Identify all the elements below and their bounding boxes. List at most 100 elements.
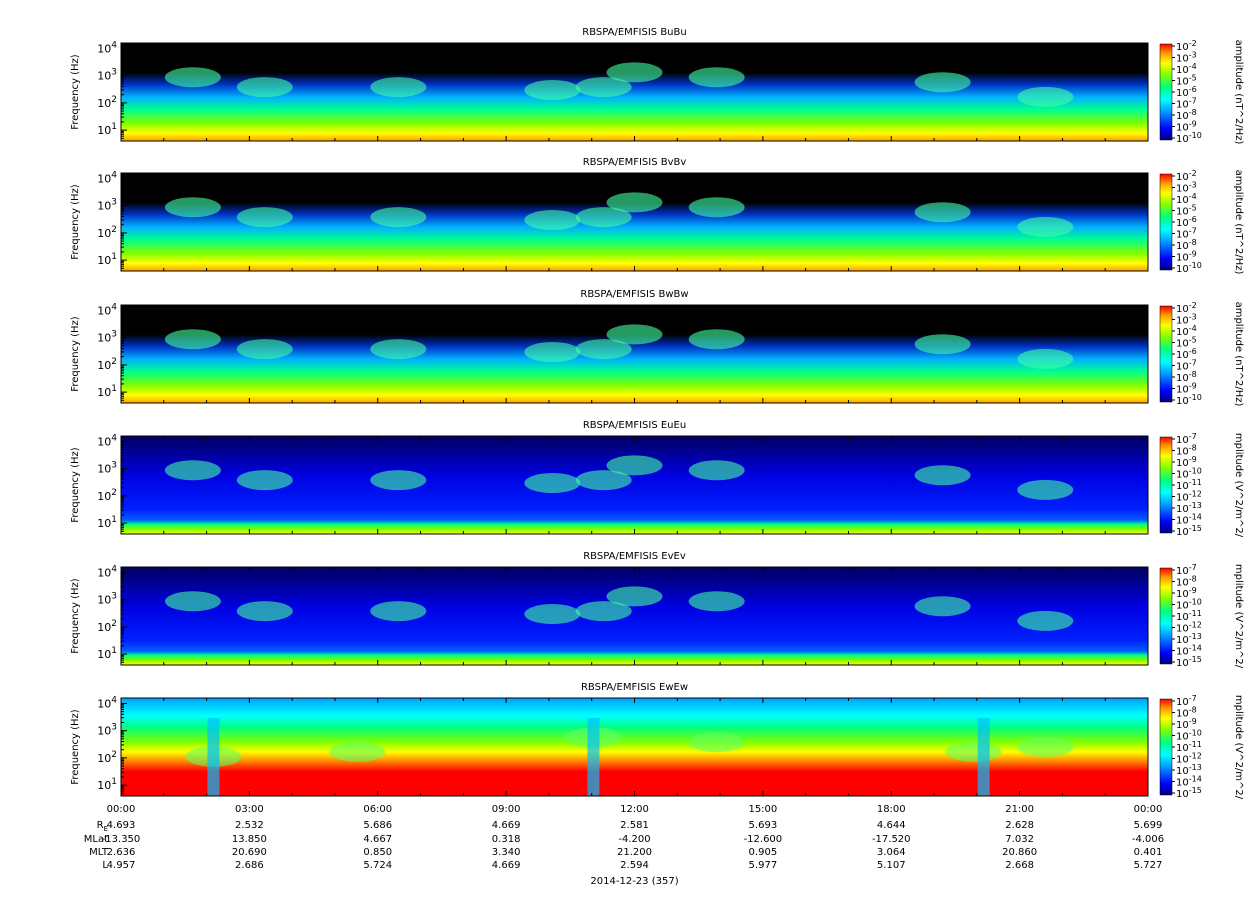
emission-blob <box>524 80 581 101</box>
panel-title: RBSPA/EMFISIS EwEw <box>581 682 688 693</box>
ephemeris-value: -4.200 <box>618 834 650 845</box>
colorbar <box>1159 436 1173 534</box>
emission-blob <box>370 470 427 491</box>
y-tick-label: 101 <box>97 252 117 267</box>
emission-blob <box>606 586 663 607</box>
colorbar-tick-label: 10-5 <box>1176 336 1197 350</box>
emission-blob <box>236 207 293 228</box>
emission-dip <box>207 718 220 796</box>
emission-blob <box>164 591 221 612</box>
y-axis-label: Frequency (Hz) <box>70 316 81 392</box>
ephemeris-value: -4.006 <box>1132 834 1164 845</box>
colorbar-tick-label: 10-9 <box>1176 455 1197 469</box>
colorbar-tick-label: 10-10 <box>1176 467 1202 481</box>
emission-blob <box>524 210 581 231</box>
ephemeris-value: 4.669 <box>492 820 521 831</box>
ephemeris-value: 4.957 <box>107 860 136 871</box>
colorbar <box>1159 698 1173 796</box>
x-tick-label: 00:00 <box>1134 804 1163 815</box>
colorbar-tick-label: 10-6 <box>1176 215 1197 229</box>
ephemeris-value: 13.850 <box>232 834 267 845</box>
colorbar-tick-label: 10-9 <box>1176 717 1197 731</box>
emission-blob <box>236 601 293 622</box>
emission-blob <box>575 339 632 360</box>
emission-blob <box>914 334 971 355</box>
colorbar-tick-label: 10-8 <box>1176 238 1197 252</box>
colorbar-tick-label: 10-15 <box>1176 655 1202 669</box>
emission-blob <box>236 77 293 98</box>
emission-dip <box>977 718 990 796</box>
colorbar-tick-label: 10-14 <box>1176 644 1202 658</box>
ephemeris-value: 21.200 <box>617 847 652 858</box>
emission-blob <box>606 324 663 345</box>
emission-blob <box>606 455 663 476</box>
colorbar-tick-label: 10-12 <box>1176 621 1202 635</box>
y-axis-label: Frequency (Hz) <box>70 578 81 654</box>
emission-blob <box>524 342 581 363</box>
colorbar-tick-label: 10-3 <box>1176 51 1197 65</box>
colorbar-tick-label: 10-5 <box>1176 74 1197 88</box>
colorbar-tick-label: 10-3 <box>1176 313 1197 327</box>
colorbar-tick-label: 10-3 <box>1176 181 1197 195</box>
spectrogram-image <box>121 173 1148 271</box>
colorbar-label: amplitude (nT^2/Hz) <box>1233 170 1244 275</box>
emission-blob <box>914 202 971 223</box>
emission-blob <box>945 741 1002 762</box>
ephemeris-value: 2.581 <box>620 820 649 831</box>
colorbar-tick-label: 10-10 <box>1176 598 1202 612</box>
y-tick-label: 104 <box>97 695 117 710</box>
y-tick-label: 101 <box>97 384 117 399</box>
colorbar-tick-label: 10-11 <box>1176 740 1202 754</box>
y-tick-label: 103 <box>97 723 117 738</box>
emission-blob <box>236 339 293 360</box>
ephemeris-value: 5.107 <box>877 860 906 871</box>
ephemeris-value: 5.977 <box>749 860 778 871</box>
ephemeris-value: 4.667 <box>363 834 392 845</box>
x-tick-label: 15:00 <box>748 804 777 815</box>
ephemeris-value: 0.905 <box>749 847 778 858</box>
colorbar-label: mplitude (V^2/m^2/ <box>1233 695 1244 800</box>
ephemeris-value: 7.032 <box>1005 834 1034 845</box>
emission-blob <box>1017 348 1074 369</box>
colorbar-tick-label: 10-7 <box>1176 694 1197 708</box>
emission-dip <box>587 718 600 796</box>
emission-blob <box>688 460 745 481</box>
ephemeris-value: 3.064 <box>877 847 906 858</box>
y-axis-label: Frequency (Hz) <box>70 184 81 260</box>
spectrogram-image <box>121 43 1148 141</box>
colorbar-tick-label: 10-7 <box>1176 563 1197 577</box>
ephemeris-value: 4.669 <box>492 860 521 871</box>
y-tick-label: 101 <box>97 777 117 792</box>
ephemeris-value: 2.532 <box>235 820 264 831</box>
colorbar-tick-label: 10-7 <box>1176 359 1197 373</box>
ephemeris-value: 5.686 <box>363 820 392 831</box>
y-axis-label: Frequency (Hz) <box>70 709 81 785</box>
colorbar-tick-label: 10-9 <box>1176 250 1197 264</box>
colorbar-tick-label: 10-8 <box>1176 706 1197 720</box>
colorbar-tick-label: 10-11 <box>1176 609 1202 623</box>
y-tick-label: 101 <box>97 122 117 137</box>
emission-blob <box>1017 216 1074 237</box>
y-tick-label: 102 <box>97 488 117 503</box>
emission-blob <box>575 601 632 622</box>
spectrogram-panel-1: RBSPA/EMFISIS BvBv 101 102 103 104 Frequency … <box>70 157 1244 275</box>
panel-title: RBSPA/EMFISIS BvBv <box>583 157 687 168</box>
colorbar-tick-label: 10-15 <box>1176 524 1202 538</box>
ephemeris-row-label: MLat <box>84 834 108 845</box>
colorbar <box>1159 43 1173 141</box>
emission-blob <box>164 460 221 481</box>
emission-blob <box>1017 737 1074 757</box>
colorbar-label: mplitude (V^2/m^2/ <box>1233 433 1244 538</box>
colorbar-tick-label: 10-4 <box>1176 324 1197 338</box>
colorbar <box>1159 567 1173 665</box>
emission-blob <box>688 732 745 753</box>
emission-blob <box>1017 479 1074 500</box>
y-tick-label: 101 <box>97 515 117 530</box>
colorbar-tick-label: 10-13 <box>1176 763 1202 777</box>
y-tick-label: 102 <box>97 357 117 372</box>
ephemeris-value: 4.693 <box>107 820 136 831</box>
colorbar-tick-label: 10-10 <box>1176 261 1202 275</box>
spectrogram-image <box>121 567 1148 665</box>
ephemeris-value: -17.520 <box>872 834 911 845</box>
